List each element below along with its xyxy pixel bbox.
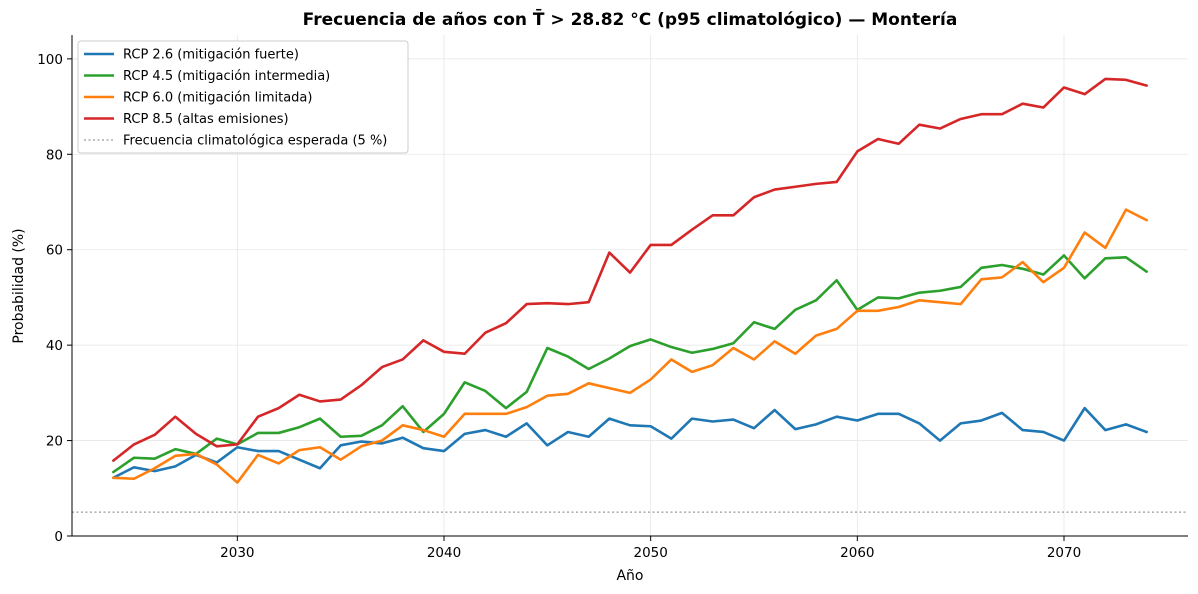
y-tick-label: 100 (37, 52, 63, 68)
x-tick-label: 2040 (427, 545, 461, 561)
series-line-3 (112, 208, 1148, 484)
x-tick-label: 2050 (633, 545, 667, 561)
x-axis-label: Año (616, 568, 643, 584)
legend-label: RCP 2.6 (mitigación fuerte) (123, 48, 299, 63)
y-tick-label: 60 (46, 243, 63, 259)
series-line-1 (112, 406, 1148, 480)
legend-label: RCP 8.5 (altas emisiones) (123, 112, 289, 127)
x-tick-label: 2030 (220, 545, 254, 561)
legend-box (77, 40, 409, 154)
x-tick-label: 2060 (840, 545, 874, 561)
series-line-4 (112, 77, 1148, 462)
x-tick-label: 2070 (1047, 545, 1081, 561)
y-axis-label: Probabilidad (%) (11, 228, 27, 343)
y-tick-label: 80 (46, 147, 63, 163)
y-tick-label: 20 (46, 434, 63, 450)
series-lines (112, 77, 1148, 484)
legend-label: RCP 6.0 (mitigación limitada) (123, 91, 312, 106)
legend-label: Frecuencia climatológica esperada (5 %) (123, 134, 387, 149)
y-tick-label: 40 (46, 338, 63, 354)
chart-title: Frecuencia de años con T̄ > 28.82 °C (p9… (303, 8, 958, 30)
legend-label: RCP 4.5 (mitigación intermedia) (123, 69, 330, 84)
y-tick-label: 0 (54, 529, 63, 545)
axes (71, 35, 1188, 537)
legend: RCP 2.6 (mitigación fuerte) RCP 4.5 (miti… (77, 40, 409, 154)
series-line-2 (112, 254, 1148, 474)
